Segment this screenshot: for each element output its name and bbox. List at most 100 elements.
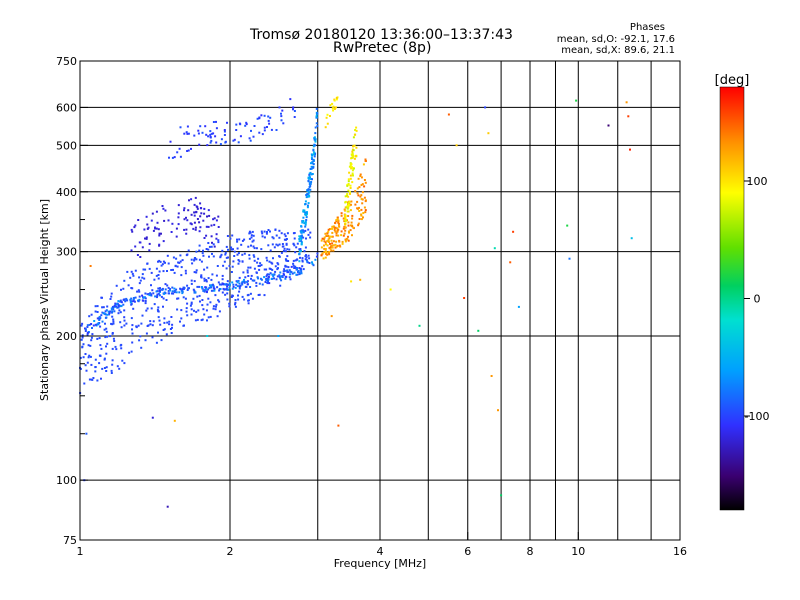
data-point bbox=[350, 221, 353, 224]
data-point bbox=[143, 228, 146, 231]
data-point bbox=[213, 289, 216, 292]
axis-ticks: 1 2 4 6 8 10 16 75 100 200 300 400 500 600 750 bbox=[56, 55, 687, 558]
data-point bbox=[134, 245, 137, 248]
data-point bbox=[213, 217, 216, 220]
data-point bbox=[350, 203, 352, 206]
data-point bbox=[96, 337, 99, 340]
data-point bbox=[161, 205, 164, 207]
data-point bbox=[203, 290, 206, 293]
data-points bbox=[79, 96, 633, 508]
data-point bbox=[304, 258, 307, 261]
data-point bbox=[249, 231, 252, 234]
data-point bbox=[343, 232, 346, 235]
data-point bbox=[312, 264, 315, 267]
data-point bbox=[157, 260, 159, 263]
data-point bbox=[331, 227, 333, 230]
data-point bbox=[267, 229, 270, 231]
data-point bbox=[293, 267, 296, 269]
data-point bbox=[160, 264, 163, 267]
x-tick-label: 16 bbox=[673, 545, 687, 558]
data-point bbox=[228, 305, 231, 308]
data-point bbox=[162, 240, 165, 243]
data-point bbox=[193, 134, 196, 137]
data-point bbox=[105, 327, 108, 330]
data-point bbox=[210, 289, 213, 292]
data-point bbox=[354, 203, 357, 206]
data-point bbox=[169, 140, 172, 143]
data-point bbox=[261, 133, 264, 136]
data-point bbox=[356, 200, 359, 203]
data-point bbox=[144, 297, 147, 300]
data-point bbox=[361, 191, 364, 194]
data-point bbox=[236, 285, 239, 288]
data-point bbox=[333, 99, 336, 102]
data-point bbox=[179, 155, 182, 158]
data-point bbox=[286, 255, 289, 258]
x-tick-label: 2 bbox=[227, 545, 234, 558]
data-point bbox=[90, 323, 93, 325]
data-point bbox=[207, 277, 210, 280]
data-point bbox=[203, 279, 206, 282]
data-point bbox=[363, 185, 366, 188]
data-point bbox=[178, 291, 181, 294]
data-point bbox=[490, 375, 493, 377]
data-point bbox=[263, 294, 266, 297]
data-point bbox=[94, 310, 97, 313]
data-point bbox=[168, 323, 171, 326]
data-point bbox=[269, 268, 272, 270]
data-point bbox=[217, 241, 220, 244]
data-point bbox=[257, 257, 260, 260]
data-point bbox=[219, 143, 222, 146]
data-point bbox=[106, 305, 109, 308]
data-point bbox=[302, 231, 305, 234]
data-point bbox=[306, 260, 309, 263]
data-point bbox=[168, 156, 170, 159]
data-point bbox=[247, 275, 250, 277]
data-point bbox=[330, 244, 333, 247]
data-point bbox=[157, 331, 159, 334]
data-point bbox=[116, 306, 119, 309]
data-point bbox=[418, 324, 421, 327]
data-point bbox=[330, 249, 333, 252]
data-point bbox=[158, 289, 161, 292]
data-point bbox=[298, 248, 301, 251]
data-point bbox=[355, 129, 358, 132]
data-point bbox=[193, 280, 196, 283]
data-point bbox=[130, 317, 133, 320]
data-point bbox=[231, 281, 234, 284]
data-point bbox=[193, 271, 196, 274]
data-point bbox=[268, 273, 271, 276]
data-point bbox=[349, 187, 352, 189]
data-point bbox=[311, 161, 314, 164]
data-point bbox=[91, 378, 94, 381]
data-point bbox=[298, 260, 301, 263]
data-point bbox=[200, 260, 203, 263]
data-point bbox=[152, 229, 155, 232]
data-point bbox=[315, 255, 318, 258]
data-point bbox=[238, 122, 241, 125]
data-point bbox=[169, 288, 171, 291]
data-point bbox=[161, 263, 164, 266]
data-point bbox=[88, 354, 91, 357]
data-point bbox=[336, 216, 339, 219]
colorbar bbox=[719, 86, 745, 511]
data-point bbox=[215, 303, 218, 306]
data-point bbox=[205, 279, 208, 281]
data-point bbox=[209, 141, 212, 144]
data-point bbox=[224, 140, 227, 143]
data-point bbox=[210, 235, 213, 238]
data-point bbox=[184, 272, 187, 275]
data-point bbox=[347, 239, 350, 242]
data-point bbox=[116, 303, 119, 306]
data-point bbox=[255, 281, 258, 284]
data-point bbox=[260, 264, 263, 267]
data-point bbox=[274, 228, 277, 231]
data-point bbox=[171, 156, 174, 159]
data-point bbox=[302, 268, 305, 271]
data-point bbox=[204, 125, 207, 128]
data-point bbox=[263, 126, 266, 129]
data-point bbox=[89, 355, 92, 358]
data-point bbox=[141, 314, 144, 317]
data-point bbox=[85, 432, 88, 435]
data-point bbox=[101, 320, 104, 323]
